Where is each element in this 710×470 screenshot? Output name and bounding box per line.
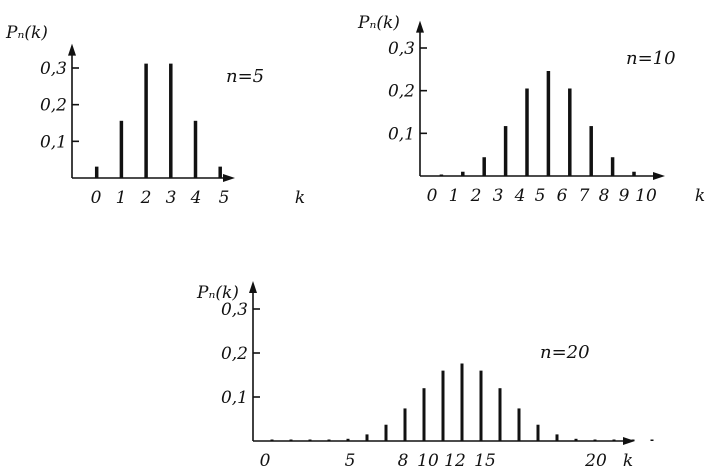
c0-y-tick-label: 0,1	[40, 132, 67, 152]
c0-n-annotation: n=5	[226, 66, 264, 87]
c1-x-tick-label: 5	[535, 186, 546, 206]
c0-y-axis-arrow	[68, 43, 76, 56]
c1-x-axis-label: k	[695, 186, 705, 206]
c1-n-annotation: n=10	[626, 48, 676, 69]
c1-x-tick-label: 8	[599, 186, 610, 206]
c2-x-tick-label: 10	[417, 451, 439, 470]
c1-y-tick-label: 0,3	[388, 39, 415, 59]
c0-x-axis-arrow	[223, 174, 235, 182]
chart-n10: 0,1 0,2 0,3 0 1 2 3 4 5 6 7 8 9 10 k Pₙ(k) n=10	[357, 13, 705, 206]
c0-x-tick-label: 0	[91, 188, 102, 208]
c0-x-tick-label: 5	[219, 188, 230, 208]
c0-y-axis-label: Pₙ(k)	[5, 23, 48, 43]
c2-y-axis-label: Pₙ(k)	[196, 283, 239, 303]
c2-x-tick-label: 15	[474, 451, 496, 470]
c2-y-tick-label: 0,2	[221, 344, 248, 364]
c2-x-tick-label: 5	[345, 451, 356, 470]
c1-y-axis-arrow	[416, 20, 424, 33]
c2-y-tick-label: 0,3	[221, 300, 248, 320]
c2-x-tick-label: 12	[444, 451, 466, 470]
c2-x-tick-label: 8	[398, 451, 409, 470]
c0-x-tick-label: 4	[190, 188, 202, 208]
c0-x-tick-label: 1	[116, 188, 127, 208]
chart-n20: 0,1 0,2 0,3 0 5 8 10 12 15 20 k Pₙ(k) n=20	[196, 281, 654, 470]
c1-y-tick-label: 0,1	[388, 124, 415, 144]
c0-x-axis-label: k	[295, 188, 305, 208]
c1-y-axis-label: Pₙ(k)	[357, 13, 400, 33]
c1-x-tick-label: 7	[579, 186, 590, 206]
c0-y-tick-label: 0,2	[40, 96, 67, 116]
c0-y-tick-label: 0,3	[40, 59, 67, 79]
c1-x-tick-label: 6	[557, 186, 568, 206]
c0-x-tick-label: 3	[166, 188, 177, 208]
c1-x-tick-label: 9	[619, 186, 630, 206]
c0-x-tick-label: 2	[140, 188, 152, 208]
c2-x-tick-label: 0	[260, 451, 271, 470]
c1-x-tick-label: 10	[635, 186, 657, 206]
c2-x-axis-label: k	[623, 451, 633, 470]
chart-n5: 0,1 0,2 0,3 0 1 2 3 4 5 k Pₙ(k) n=5	[5, 23, 305, 208]
c2-x-axis-arrow	[623, 437, 635, 445]
c1-x-axis-arrow	[653, 172, 665, 180]
c1-x-tick-label: 3	[493, 186, 504, 206]
c2-y-axis-arrow	[249, 281, 257, 293]
c2-x-tick-label: 20	[584, 451, 607, 470]
c2-n-annotation: n=20	[540, 342, 590, 363]
c1-x-tick-label: 4	[514, 186, 526, 206]
c2-y-tick-label: 0,1	[221, 388, 248, 408]
c1-x-tick-label: 0	[427, 186, 438, 206]
c1-x-tick-label: 1	[449, 186, 460, 206]
c1-x-tick-label: 2	[470, 186, 482, 206]
c1-y-tick-label: 0,2	[388, 82, 415, 102]
